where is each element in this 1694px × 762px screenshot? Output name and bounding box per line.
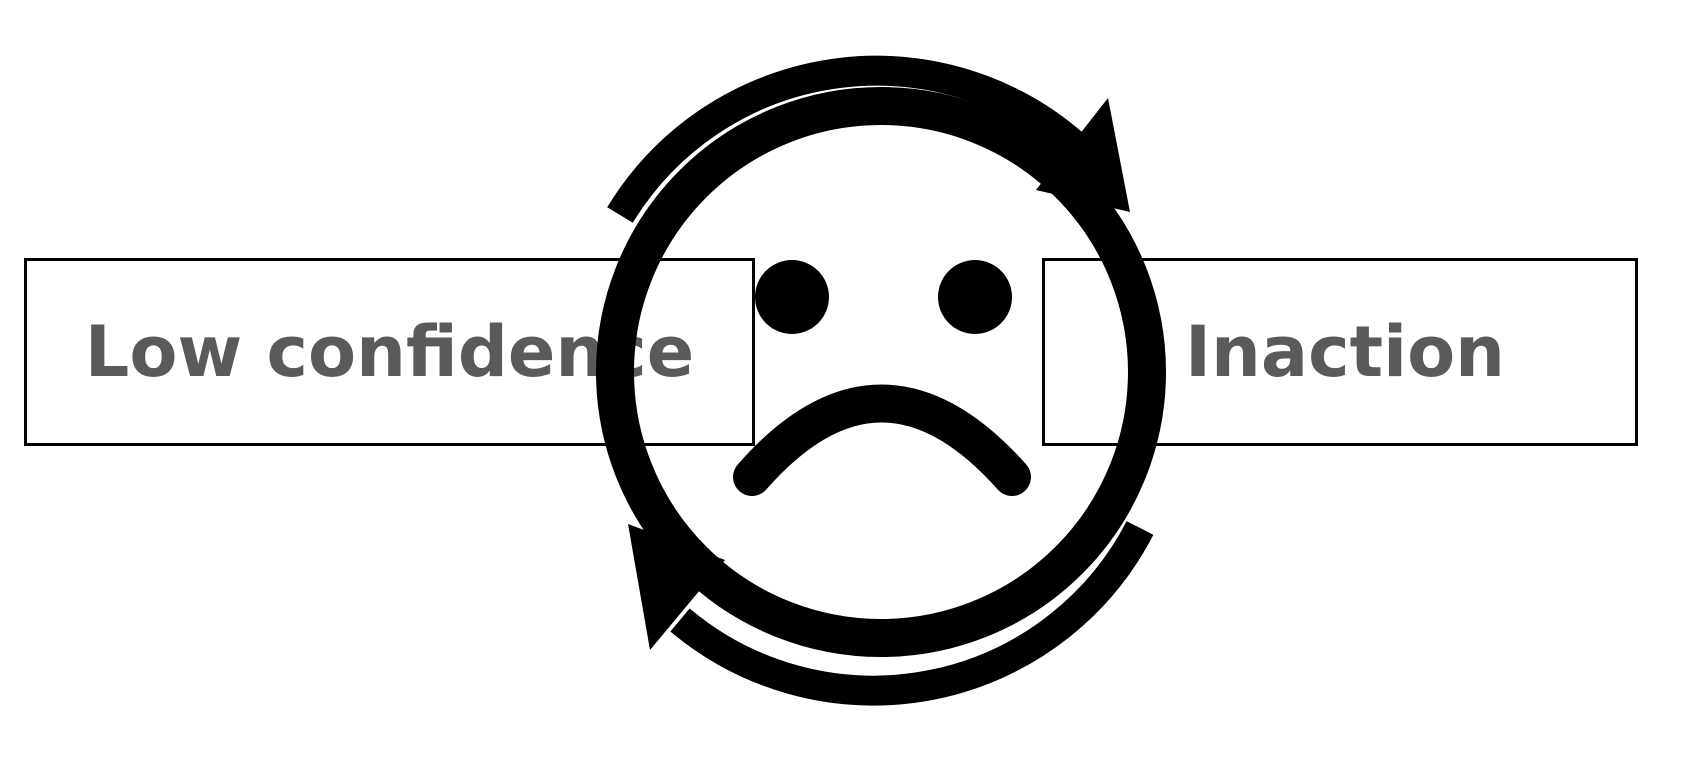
face-outline: [596, 87, 1166, 657]
low-confidence-label: Low confidence: [84, 311, 695, 393]
bottom-cycle-arrow-arc: [670, 521, 1154, 706]
left-eye: [755, 260, 829, 334]
frown-mouth: [733, 384, 1031, 496]
top-cycle-arrow-arc: [607, 55, 1101, 223]
right-eye: [938, 260, 1012, 334]
inaction-label: Inaction: [1185, 311, 1505, 393]
inaction-box: Inaction: [1042, 258, 1638, 446]
sad-face-icon: [596, 87, 1166, 657]
